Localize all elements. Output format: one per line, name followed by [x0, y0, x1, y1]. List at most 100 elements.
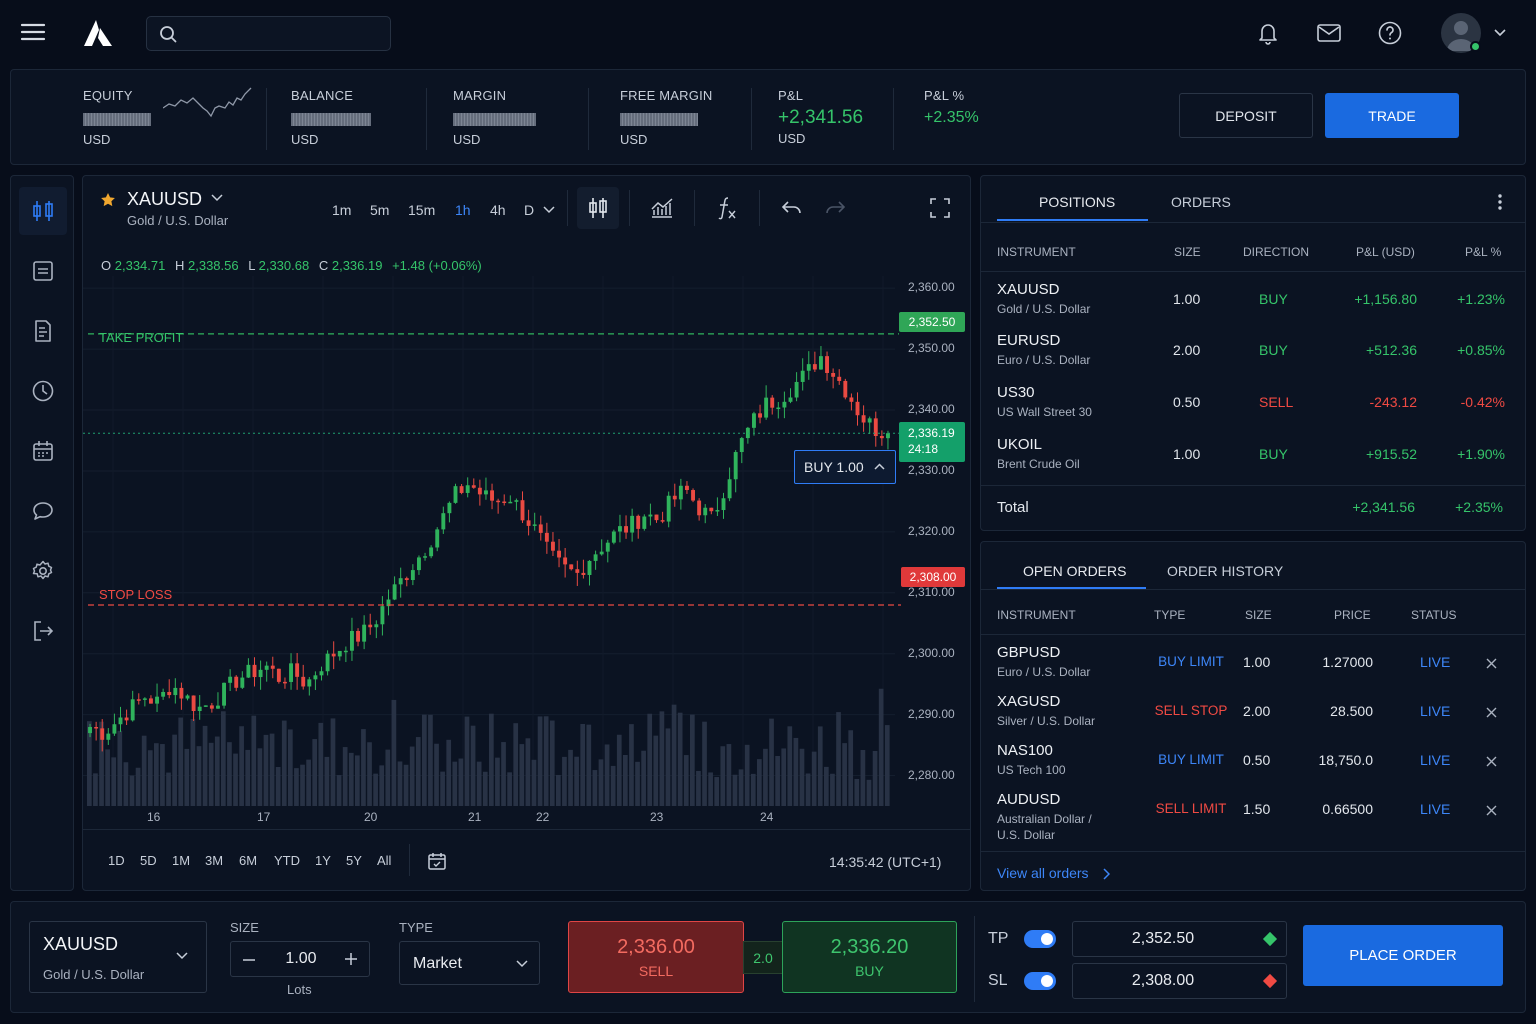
position-row[interactable]: US30 US Wall Street 30 0.50 SELL -243.12… — [981, 384, 1527, 430]
candle-body — [709, 507, 714, 512]
order-type-select[interactable]: Market — [399, 941, 540, 985]
history-icon[interactable] — [19, 367, 67, 415]
volume-bar — [239, 726, 244, 806]
settings-icon[interactable] — [19, 547, 67, 595]
cancel-order-close-icon[interactable] — [1486, 756, 1497, 767]
bell-icon[interactable] — [1256, 20, 1280, 46]
tab-positions[interactable]: POSITIONS — [1039, 194, 1116, 210]
timeframe-4h[interactable]: 4h — [490, 202, 506, 218]
search-input[interactable] — [146, 16, 391, 51]
range-ytd[interactable]: YTD — [274, 853, 300, 868]
trading-icon[interactable] — [19, 187, 67, 235]
volume-bar — [190, 718, 196, 806]
timeframe-1h[interactable]: 1h — [455, 202, 471, 218]
ticket-symbol-selector[interactable]: XAUUSD Gold / U.S. Dollar — [29, 921, 207, 993]
tab-open-orders[interactable]: OPEN ORDERS — [1023, 563, 1127, 579]
free-margin-currency: USD — [620, 132, 648, 147]
timeframe-5m[interactable]: 5m — [370, 202, 390, 218]
cancel-order-close-icon[interactable] — [1486, 707, 1497, 718]
place-order-button[interactable]: PLACE ORDER — [1303, 925, 1503, 986]
redo-icon[interactable] — [824, 199, 846, 217]
volume-bar — [129, 775, 135, 806]
reports-icon[interactable] — [19, 307, 67, 355]
candlestick-type-icon[interactable] — [577, 187, 619, 229]
fullscreen-icon[interactable] — [929, 197, 951, 219]
take-profit-price-tag[interactable]: 2,352.50 — [899, 312, 965, 332]
range-1d[interactable]: 1D — [108, 853, 125, 868]
tp-input[interactable]: 2,352.50 — [1072, 921, 1287, 957]
candle-body — [624, 526, 628, 533]
range-6m[interactable]: 6M — [239, 853, 258, 868]
range-5d[interactable]: 5D — [140, 853, 157, 868]
sl-toggle[interactable] — [1024, 972, 1056, 990]
menu-icon[interactable] — [20, 20, 46, 44]
buy-position-tag[interactable]: BUY 1.00 — [794, 450, 896, 484]
symbol-chevron-down-icon[interactable] — [211, 194, 223, 202]
range-5y[interactable]: 5Y — [346, 853, 362, 868]
timeframe-15m[interactable]: 15m — [408, 202, 436, 218]
logo[interactable] — [82, 18, 114, 48]
pnl-percent-label: P&L % — [924, 88, 965, 103]
position-row[interactable]: EURUSD Euro / U.S. Dollar 2.00 BUY +512.… — [981, 332, 1527, 378]
favorite-star-icon[interactable] — [100, 192, 116, 208]
candle-body — [678, 485, 683, 500]
order-row[interactable]: AUDUSD Australian Dollar / U.S. Dollar S… — [981, 791, 1527, 842]
candle-body — [362, 624, 367, 642]
order-status: LIVE — [1420, 752, 1451, 768]
chart-symbol[interactable]: XAUUSD — [127, 189, 203, 209]
size-stepper[interactable]: 1.00 — [230, 941, 370, 977]
plus-icon[interactable] — [344, 952, 358, 966]
chat-icon[interactable] — [19, 487, 67, 535]
date-range-calendar-icon[interactable] — [427, 851, 447, 871]
watchlist-icon[interactable] — [19, 247, 67, 295]
mail-icon[interactable] — [1316, 22, 1342, 44]
range-all[interactable]: All — [377, 853, 392, 868]
cancel-order-close-icon[interactable] — [1486, 805, 1497, 816]
undo-icon[interactable] — [781, 199, 803, 217]
col-instrument: INSTRUMENT — [997, 245, 1076, 259]
candle-body — [490, 490, 494, 501]
timeframe-1m[interactable]: 1m — [332, 202, 352, 218]
candle-body — [307, 679, 312, 687]
buy-button[interactable]: 2,336.20 BUY — [782, 921, 957, 993]
volume-bar — [172, 734, 177, 806]
calendar-icon[interactable] — [19, 427, 67, 475]
volume-bar — [196, 746, 202, 806]
chevron-right-icon[interactable] — [1102, 868, 1110, 880]
sell-button[interactable]: 2,336.00 SELL — [568, 921, 744, 993]
help-icon[interactable] — [1377, 20, 1403, 46]
minus-icon[interactable] — [242, 953, 256, 967]
indicators-icon[interactable] — [650, 197, 674, 219]
volume-bar — [166, 772, 171, 806]
range-1m[interactable]: 1M — [172, 853, 191, 868]
sl-input[interactable]: 2,308.00 — [1072, 963, 1287, 999]
candle-body — [289, 663, 293, 682]
trade-button[interactable]: TRADE — [1325, 93, 1459, 138]
position-row[interactable]: UKOIL Brent Crude Oil 1.00 BUY +915.52 +… — [981, 436, 1527, 482]
candle-body — [124, 717, 129, 721]
timeframe-d[interactable]: D — [524, 202, 535, 218]
logout-icon[interactable] — [19, 607, 67, 655]
more-options-icon[interactable] — [1497, 192, 1503, 212]
range-3m[interactable]: 3M — [205, 853, 224, 868]
range-1y[interactable]: 1Y — [315, 853, 331, 868]
tp-toggle[interactable] — [1024, 930, 1056, 948]
order-row[interactable]: GBPUSD Euro / U.S. Dollar BUY LIMIT 1.00… — [981, 644, 1527, 690]
stop-loss-price-tag[interactable]: 2,308.00 — [901, 567, 965, 587]
order-row[interactable]: XAGUSD Silver / U.S. Dollar SELL STOP 2.… — [981, 693, 1527, 739]
tab-orders[interactable]: ORDERS — [1171, 194, 1231, 210]
pnl-value: +2,341.56 — [778, 107, 864, 128]
candle-body — [758, 413, 762, 418]
chevron-down-icon[interactable] — [1493, 28, 1507, 38]
price-chart-plot[interactable] — [83, 276, 972, 806]
view-all-orders-link[interactable]: View all orders — [997, 865, 1089, 881]
cancel-order-close-icon[interactable] — [1486, 658, 1497, 669]
position-pnl-pct: +0.85% — [1457, 342, 1505, 358]
deposit-button[interactable]: DEPOSIT — [1179, 93, 1313, 138]
volume-bar — [574, 756, 579, 806]
position-row[interactable]: XAUUSD Gold / U.S. Dollar 1.00 BUY +1,15… — [981, 281, 1527, 327]
order-row[interactable]: NAS100 US Tech 100 BUY LIMIT 0.50 18,750… — [981, 742, 1527, 788]
tab-order-history[interactable]: ORDER HISTORY — [1167, 563, 1284, 579]
function-fx-icon[interactable] — [716, 195, 738, 221]
timeframe-chevron-down-icon[interactable] — [543, 206, 555, 214]
